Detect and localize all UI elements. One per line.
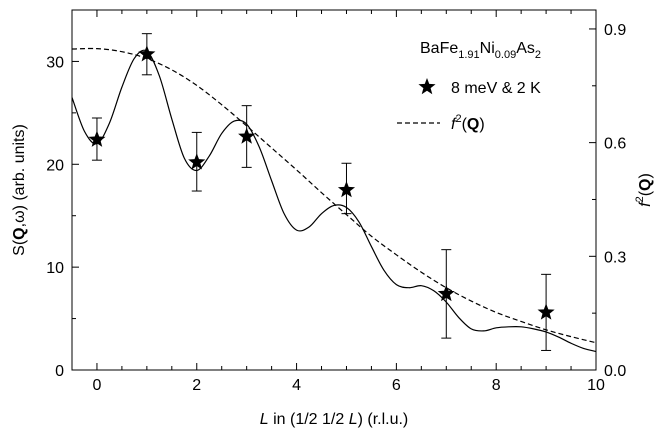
sample-part-4: As: [516, 40, 535, 57]
sample-part-2: Ni: [480, 40, 495, 57]
data-point: [138, 33, 156, 76]
data-point: [238, 105, 256, 168]
plot-frame: [71, 9, 597, 371]
star-marker: [88, 130, 106, 147]
right-y-tick-label: 0.9: [604, 22, 626, 39]
right-y-title-part-2: (: [637, 190, 654, 196]
data-point: [88, 117, 106, 161]
x-tick-label: 10: [587, 377, 605, 394]
star-marker: [138, 45, 156, 62]
x-tick-label: 4: [292, 377, 301, 394]
sample-part-5: 2: [535, 49, 541, 61]
legend-ff-part-4: ): [479, 116, 484, 133]
star-marker: [188, 153, 206, 170]
data-point: [188, 131, 206, 192]
star-marker: [437, 284, 455, 302]
right-y-title-part-3: Q: [637, 178, 654, 190]
x-tick-label: 0: [92, 377, 101, 394]
legend-ff-part-0: f: [451, 116, 457, 133]
left-y-tick-label: 30: [46, 54, 64, 71]
star-marker: [537, 303, 555, 320]
right-y-tick-label: 0.0: [604, 363, 626, 380]
x-title-part-2: L: [349, 411, 358, 428]
left-y-tick-label: 0: [55, 363, 64, 380]
x-tick-label: 8: [492, 377, 501, 394]
x-title-part-0: L: [260, 411, 269, 428]
left-y-axis: 0 10 20 30: [46, 54, 79, 380]
fit-curve-line: [71, 49, 597, 353]
series-layer: [71, 33, 597, 353]
sample-part-3: 0.09: [495, 49, 516, 61]
right-y-tick-label: 0.3: [604, 249, 626, 266]
left-y-title-part-0: S(: [11, 239, 28, 256]
right-y-title-part-1: 2: [634, 196, 646, 202]
data-point: [437, 249, 455, 339]
star-marker: [238, 127, 256, 144]
legend-ff-part-2: (: [462, 116, 468, 133]
left-y-axis-title: S(Q,ω) (arb. units): [11, 124, 28, 256]
x-tick-label: 6: [392, 377, 401, 394]
legend-ff-part-3: Q: [467, 116, 479, 133]
right-y-title-part-4: ): [637, 173, 654, 178]
star-marker: [337, 181, 356, 198]
sample-annotation: BaFe1.91Ni0.09As2: [420, 40, 541, 61]
left-y-title-part-2: ,ω) (arb. units): [11, 124, 28, 227]
plot-layer: 0 2 4 6 8 10 0 10 20 30 0.0 0.3 0.6 0.9 L in (1/2 1…: [11, 9, 654, 428]
data-point: [337, 162, 356, 215]
form-factor-line: [71, 47, 597, 344]
legend-star-icon: [418, 78, 436, 95]
x-title-part-3: ) (r.l.u.): [358, 411, 409, 428]
right-y-title-part-0: f: [637, 201, 654, 207]
x-title-part-1: in (1/2 1/2: [269, 411, 349, 428]
right-y-axis-title: f2(Q): [634, 173, 654, 207]
x-tick-label: 2: [192, 377, 201, 394]
legend-label-form-factor: f2(Q): [451, 113, 485, 133]
left-y-tick-label: 20: [46, 157, 64, 174]
legend-label-data: 8 meV & 2 K: [451, 80, 541, 97]
right-y-axis: 0.0 0.3 0.6 0.9: [589, 22, 626, 380]
sample-part-1: 1.91: [458, 49, 479, 61]
left-y-tick-label: 10: [46, 260, 64, 277]
data-point: [537, 273, 555, 351]
legend-ff-part-1: 2: [455, 113, 461, 125]
left-y-title-part-1: Q: [11, 227, 28, 239]
x-axis: 0 2 4 6 8 10: [71, 10, 605, 394]
x-axis-title: L in (1/2 1/2 L) (r.l.u.): [260, 411, 409, 428]
sample-part-0: BaFe: [420, 40, 458, 57]
right-y-tick-label: 0.6: [604, 136, 626, 153]
